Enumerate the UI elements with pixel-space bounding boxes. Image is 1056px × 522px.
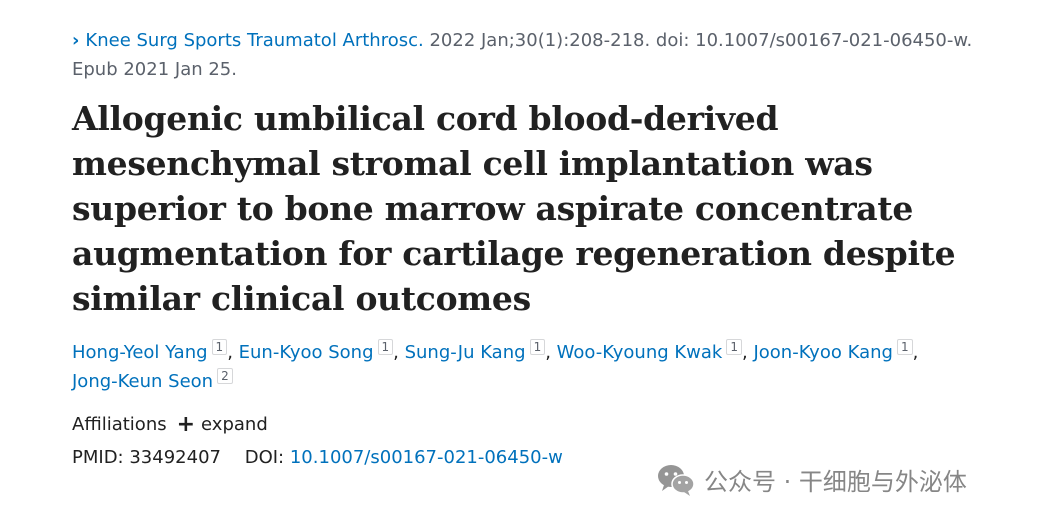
author-link[interactable]: Sung-Ju Kang xyxy=(404,342,526,363)
author-link[interactable]: Hong-Yeol Yang xyxy=(72,342,208,363)
doi-label: DOI: xyxy=(244,447,285,468)
author-link[interactable]: Joon-Kyoo Kang xyxy=(753,342,893,363)
pmid-value: 33492407 xyxy=(129,447,221,468)
affiliation-ref[interactable]: 2 xyxy=(217,368,233,384)
watermark-text: 公众号 · 干细胞与外泌体 xyxy=(704,468,967,496)
article-header: › Knee Surg Sports Traumatol Arthrosc. 20… xyxy=(72,26,1002,472)
watermark: 公众号 · 干细胞与外泌体 xyxy=(656,462,967,497)
pmid-label: PMID: xyxy=(72,447,124,468)
chevron-right-icon[interactable]: › xyxy=(72,30,80,51)
article-title: Allogenic umbilical cord blood-derived m… xyxy=(72,99,956,318)
affiliation-ref[interactable]: 1 xyxy=(377,339,394,355)
affiliation-ref[interactable]: 1 xyxy=(211,339,228,355)
affiliations-label: Affiliations xyxy=(72,414,167,435)
authors-list: Hong-Yeol Yang 1, Eun-Kyoo Song 1, Sung-Ju… xyxy=(72,339,919,392)
author-link[interactable]: Jong-Keun Seon xyxy=(72,371,214,392)
citation-details: 2022 Jan;30(1):208-218. doi: 10.1007/s00… xyxy=(72,30,973,80)
author-link[interactable]: Eun-Kyoo Song xyxy=(238,342,374,363)
journal-link[interactable]: Knee Surg Sports Traumatol Arthrosc. xyxy=(85,30,424,51)
citation: › Knee Surg Sports Traumatol Arthrosc. 20… xyxy=(72,26,1002,84)
wechat-icon xyxy=(658,464,695,496)
article-identifiers: PMID: 33492407 DOI: 10.1007/s00167-021-0… xyxy=(72,443,1002,472)
doi-link[interactable]: 10.1007/s00167-021-06450-w xyxy=(289,447,563,468)
affiliations-toggle[interactable]: Affiliations + expand xyxy=(72,410,1002,439)
plus-icon[interactable]: + xyxy=(176,412,196,437)
affiliation-ref[interactable]: 1 xyxy=(726,339,742,355)
affiliation-ref[interactable]: 1 xyxy=(529,339,546,355)
expand-button[interactable]: expand xyxy=(201,414,268,435)
author-link[interactable]: Woo-Kyoung Kwak xyxy=(556,342,723,363)
affiliation-ref[interactable]: 1 xyxy=(896,339,913,355)
